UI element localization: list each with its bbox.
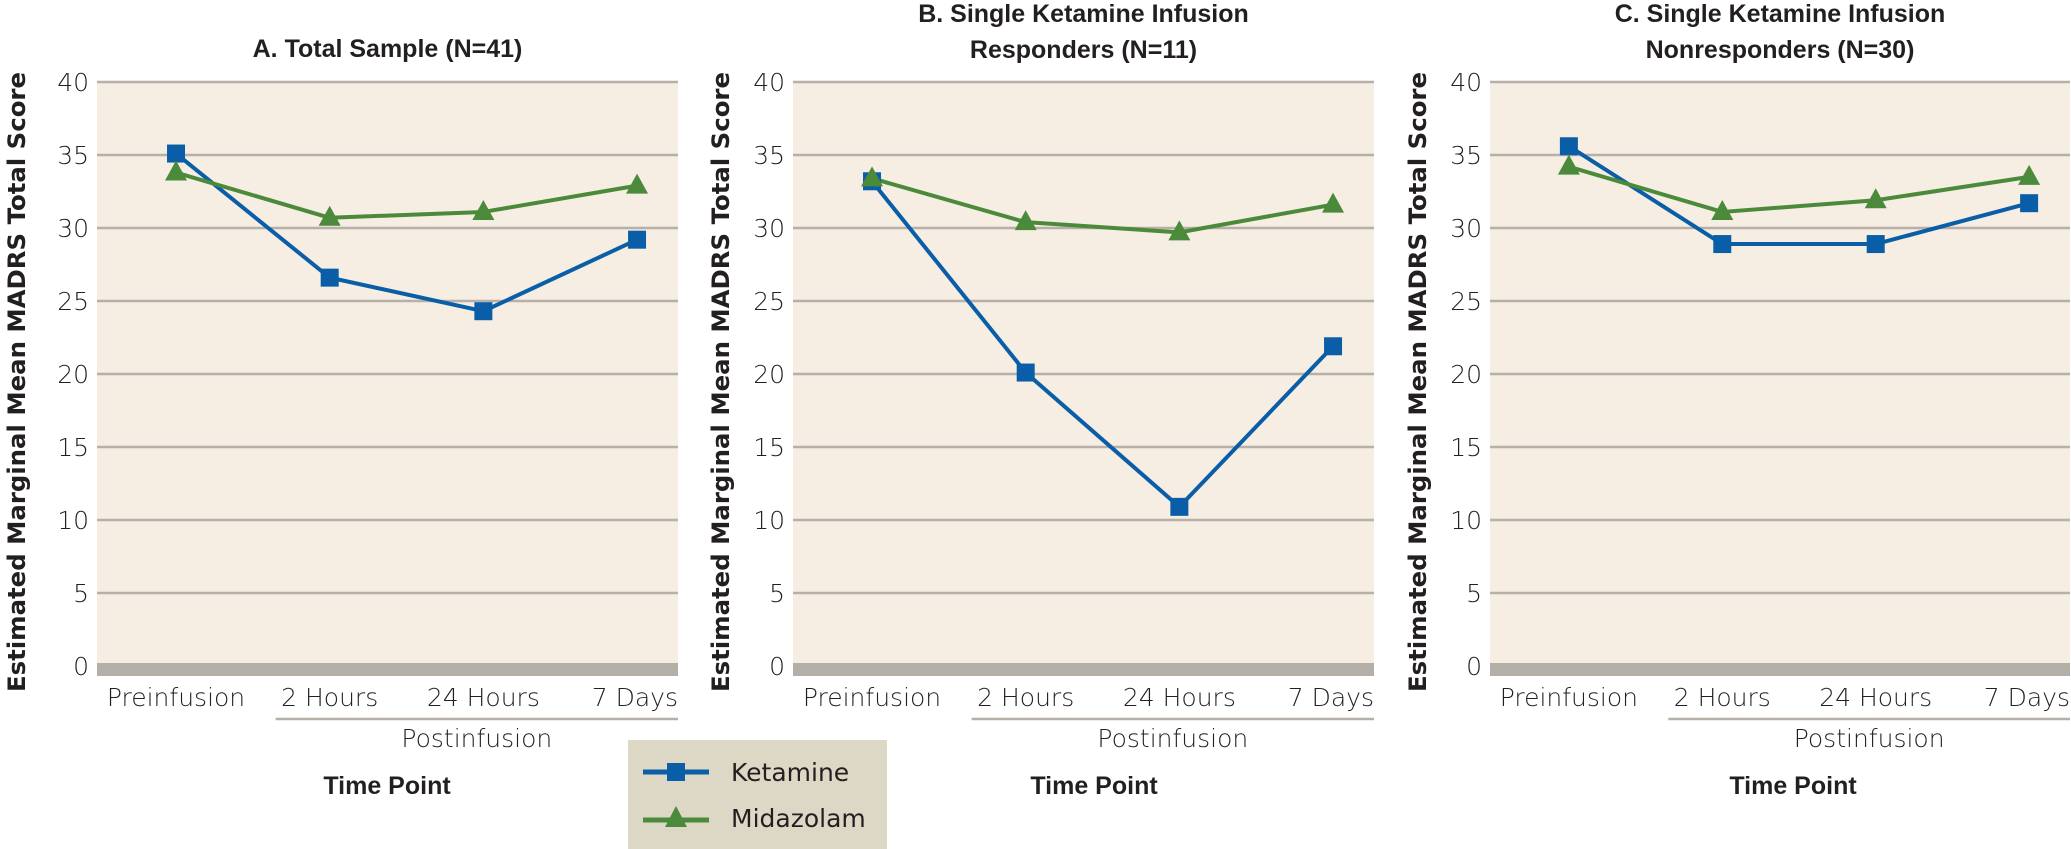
x-tick-label: Preinfusion (803, 683, 941, 712)
x-tick-label: 24 Hours (1819, 683, 1932, 712)
y-tick-label: 0 (73, 652, 89, 681)
x-tick-label: 7 Days (1288, 683, 1374, 712)
y-tick-label: 25 (1450, 287, 1482, 316)
chart-title: Responders (N=11) (970, 36, 1197, 64)
y-tick-label: 5 (73, 579, 89, 608)
legend: Ketamine Midazolam (628, 740, 887, 849)
data-point-midazolam (1864, 188, 1887, 209)
y-tick-label: 5 (1466, 579, 1482, 608)
data-point-midazolam (1322, 192, 1345, 213)
data-point-ketamine (1170, 497, 1189, 516)
y-tick-label: 10 (1450, 506, 1482, 535)
legend-label-midazolam: Midazolam (731, 803, 866, 833)
data-point-ketamine (1559, 137, 1578, 156)
chart-panel-c: 0 5 10 15 20 25 30 35 40 C. Single Ketamine Infus… (1404, 0, 2070, 800)
data-point-midazolam (1014, 210, 1037, 231)
series-line-midazolam (175, 170, 638, 220)
y-tick-label: 25 (57, 287, 89, 316)
x-tick-label: 2 Hours (977, 683, 1074, 712)
y-tick-label: 35 (57, 141, 89, 170)
data-point-ketamine (628, 230, 647, 249)
y-tick-label: 10 (753, 506, 785, 535)
y-tick-label: 35 (1450, 141, 1482, 170)
y-tick-label: 20 (57, 360, 89, 389)
chart-panel-a: 0 5 10 15 20 25 30 35 40 A. Total Sample (N=41) Es… (3, 35, 678, 800)
y-tick-label: 35 (753, 141, 785, 170)
y-tick-label: 25 (753, 287, 785, 316)
y-tick-label: 40 (753, 68, 785, 97)
data-point-midazolam (1168, 220, 1191, 241)
data-point-midazolam (472, 199, 495, 220)
x-tick-label: Preinfusion (1500, 683, 1638, 712)
chart-title: C. Single Ketamine Infusion (1615, 0, 1946, 28)
data-point-ketamine (167, 144, 186, 163)
x-axis-title: Time Point (1030, 772, 1158, 800)
y-tick-label: 30 (1450, 214, 1482, 243)
legend-label-ketamine: Ketamine (731, 757, 850, 787)
x-tick-label: 2 Hours (1674, 683, 1771, 712)
data-point-ketamine (1324, 337, 1343, 356)
y-tick-label: 20 (1450, 360, 1482, 389)
x-tick-label: 24 Hours (1123, 683, 1236, 712)
y-tick-label: 0 (1466, 652, 1482, 681)
y-tick-label: 15 (1450, 433, 1482, 462)
data-point-midazolam (626, 173, 649, 194)
y-tick-label: 40 (1450, 68, 1482, 97)
chart-title: Nonresponders (N=30) (1646, 36, 1915, 64)
x-tick-label: 7 Days (592, 683, 678, 712)
data-point-ketamine (1866, 235, 1885, 254)
data-point-ketamine (1713, 235, 1732, 254)
series-line-ketamine (870, 180, 1335, 509)
x-tick-label: 7 Days (1984, 683, 2070, 712)
y-tick-label: 20 (753, 360, 785, 389)
y-tick-label: 10 (57, 506, 89, 535)
triangle-marker-icon (643, 806, 709, 827)
chart-title: B. Single Ketamine Infusion (918, 0, 1249, 28)
x-axis-title: Time Point (323, 772, 451, 800)
series-line-midazolam (871, 176, 1334, 235)
series-line-ketamine (1567, 144, 2030, 247)
y-tick-label: 40 (57, 68, 89, 97)
y-tick-label: 30 (57, 214, 89, 243)
y-tick-label: 30 (753, 214, 785, 243)
legend-item-ketamine: Ketamine (643, 752, 849, 792)
y-tick-label: 0 (769, 652, 785, 681)
series-line-ketamine (174, 151, 638, 314)
square-marker-icon (643, 763, 709, 781)
x-tick-label: 2 Hours (281, 683, 378, 712)
series-line-midazolam (1568, 164, 2030, 214)
legend-item-midazolam: Midazolam (643, 798, 866, 838)
data-point-midazolam (2018, 164, 2041, 185)
x-tick-label: Preinfusion (107, 683, 245, 712)
y-tick-label: 15 (57, 433, 89, 462)
y-tick-label: 15 (753, 433, 785, 462)
category-group-label: Postinfusion (1794, 724, 1945, 753)
data-point-ketamine (1016, 363, 1035, 382)
data-point-midazolam (1557, 154, 1580, 175)
data-point-midazolam (165, 160, 188, 181)
data-point-midazolam (318, 205, 341, 226)
y-axis-label: Estimated Marginal Mean MADRS Total Scor… (707, 72, 735, 692)
x-tick-label: 24 Hours (427, 683, 540, 712)
zero-baseline-band (1490, 663, 2070, 676)
category-group-label: Postinfusion (1097, 724, 1248, 753)
x-axis-title: Time Point (1729, 772, 1857, 800)
category-group-label: Postinfusion (401, 724, 552, 753)
data-point-midazolam (861, 166, 884, 187)
data-point-ketamine (320, 268, 339, 287)
zero-baseline-band (793, 663, 1374, 676)
chart-title: A. Total Sample (N=41) (253, 35, 523, 63)
zero-baseline-band (97, 663, 678, 676)
data-point-ketamine (2020, 194, 2039, 213)
chart-panel-b: 0 5 10 15 20 25 30 35 40 B. Single Ketamine Infus… (707, 0, 1374, 800)
y-axis-label: Estimated Marginal Mean MADRS Total Scor… (3, 72, 31, 692)
y-axis-label: Estimated Marginal Mean MADRS Total Scor… (1404, 72, 1432, 692)
data-point-midazolam (1711, 199, 1734, 220)
y-tick-label: 5 (769, 579, 785, 608)
data-point-ketamine (474, 302, 493, 321)
